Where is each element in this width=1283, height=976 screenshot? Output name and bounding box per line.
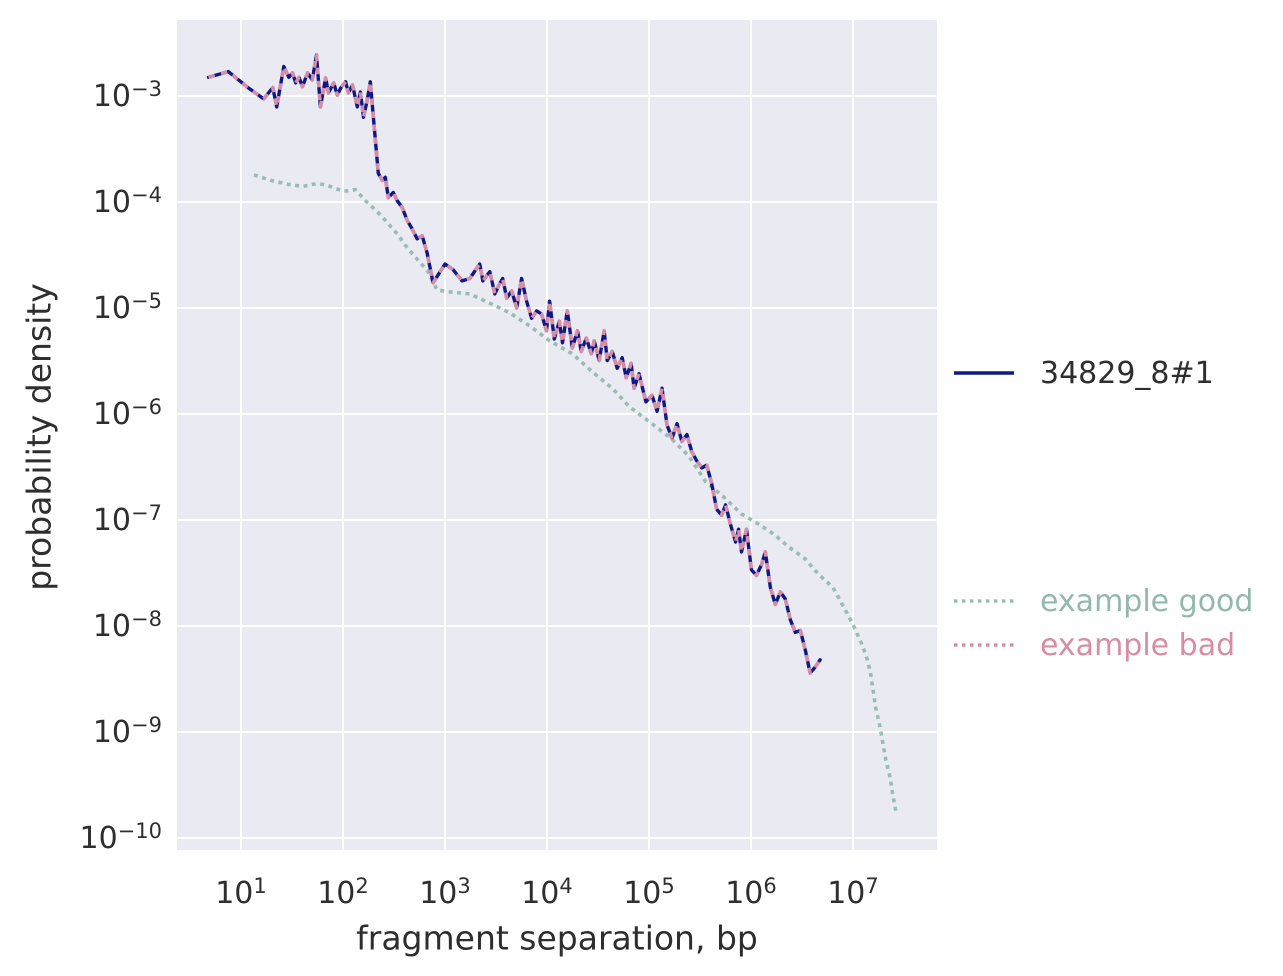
series-line-example-good <box>253 173 898 812</box>
x-tick-label: 107 <box>827 874 879 911</box>
x-tick-label: 104 <box>521 874 573 911</box>
plot-background <box>177 20 937 850</box>
y-tick-label: 10−7 <box>93 501 162 538</box>
x-tick-label: 103 <box>419 874 471 911</box>
y-tick-label: 10−8 <box>93 607 162 644</box>
x-tick-label: 101 <box>215 874 267 911</box>
y-tick-label: 10−9 <box>93 713 162 750</box>
y-tick-label: 10−6 <box>93 395 162 432</box>
series-line-example-bad <box>208 53 822 675</box>
x-tick-label: 105 <box>623 874 675 911</box>
x-tick-label: 102 <box>317 874 369 911</box>
y-tick-label: 10−10 <box>79 819 162 856</box>
y-tick-label: 10−3 <box>93 77 162 114</box>
x-axis-label: fragment separation, bp <box>356 918 758 958</box>
y-axis-label: probability density <box>19 283 59 591</box>
y-tick-label: 10−4 <box>93 183 162 220</box>
y-tick-label: 10−5 <box>93 289 162 326</box>
x-tick-label: 106 <box>725 874 777 911</box>
